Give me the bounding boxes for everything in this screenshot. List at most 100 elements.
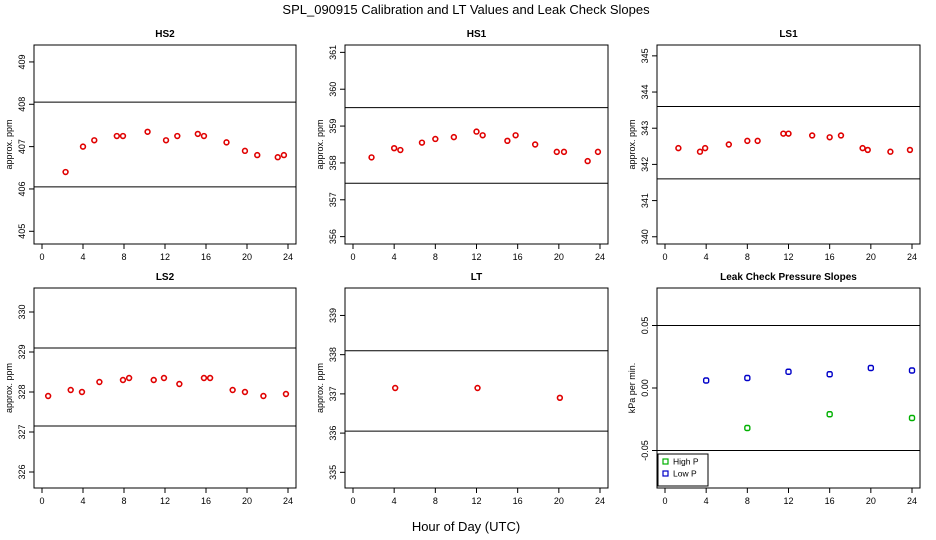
data-point [908, 414, 916, 422]
data-point [887, 148, 894, 155]
x-tick-label: 20 [866, 496, 876, 506]
y-axis-label: approx. ppm [627, 119, 637, 169]
plot-frame [33, 287, 297, 489]
data-point [78, 388, 86, 396]
y-tick-label: 337 [328, 386, 338, 401]
x-tick-label: 12 [783, 496, 793, 506]
data-point [96, 378, 103, 386]
data-point [418, 139, 426, 146]
data-point [280, 151, 288, 159]
data-point [675, 144, 682, 152]
data-point [837, 132, 845, 139]
panel-lt: LT 0 4 8 12 16 20 24 335 336 337 338 339 approx. ppm [315, 272, 609, 506]
plot-frame [33, 44, 297, 245]
data-point [241, 147, 249, 155]
y-axis-label: kPa per min. [627, 363, 637, 414]
panel-title: HS2 [155, 29, 175, 40]
x-tick-label: 24 [907, 252, 917, 262]
y-tick-label: 339 [328, 308, 338, 323]
panel-title: LS2 [156, 272, 175, 283]
data-point [474, 384, 481, 392]
data-point [274, 154, 281, 161]
data-point [162, 137, 170, 144]
x-tick-label: 16 [201, 252, 211, 262]
panel-ls2: LS2 0 4 8 12 16 20 24 326 327 328 329 330 approx. ppm [4, 272, 297, 506]
data-point [260, 392, 267, 400]
data-point [512, 132, 519, 139]
y-tick-label: 327 [17, 424, 27, 439]
x-tick-label: 16 [825, 252, 835, 262]
data-point [744, 137, 751, 145]
y-tick-label: 409 [17, 54, 27, 69]
x-tick-label: 4 [80, 496, 85, 506]
y-tick-label: 338 [328, 347, 338, 362]
y-tick-label: 407 [17, 139, 27, 154]
x-tick-label: 12 [471, 496, 481, 506]
x-tick-label: 24 [595, 496, 605, 506]
data-point [906, 146, 914, 154]
x-tick-label: 20 [866, 252, 876, 262]
data-point [560, 148, 568, 156]
data-point [254, 151, 261, 159]
panel-title: LS1 [779, 29, 798, 40]
y-tick-label: 336 [328, 426, 338, 441]
data-point [744, 374, 751, 382]
data-point [556, 394, 564, 402]
y-tick-label: 340 [640, 229, 650, 244]
x-tick-label: 16 [201, 496, 211, 506]
panel-title: LT [471, 272, 482, 283]
data-point [867, 364, 875, 372]
data-point [223, 139, 230, 146]
data-point [150, 376, 157, 384]
data-point [594, 148, 602, 156]
y-axis-label: approx. ppm [315, 363, 325, 413]
x-tick-label: 4 [704, 252, 709, 262]
data-point [119, 376, 127, 384]
data-point [282, 390, 290, 398]
data-point [119, 132, 127, 140]
x-tick-label: 0 [350, 496, 355, 506]
x-tick-label: 0 [39, 252, 44, 262]
x-tick-label: 8 [121, 252, 126, 262]
y-tick-label: 345 [640, 48, 650, 63]
data-point [826, 411, 833, 418]
figure-title: SPL_090915 Calibration and LT Values and… [282, 2, 650, 17]
x-tick-label: 4 [704, 496, 709, 506]
y-axis-label: approx. ppm [4, 119, 14, 169]
y-tick-label: 406 [17, 181, 27, 196]
y-tick-label: 326 [17, 464, 27, 479]
y-tick-label: -0.05 [640, 440, 650, 461]
data-point [808, 132, 816, 139]
x-tick-label: 12 [471, 252, 481, 262]
x-tick-label: 0 [350, 252, 355, 262]
plot-frame [344, 44, 609, 245]
x-tick-label: 16 [513, 252, 523, 262]
data-point [160, 374, 168, 382]
data-point [780, 130, 787, 137]
data-point [504, 137, 511, 145]
x-tick-label: 20 [554, 252, 564, 262]
data-point [450, 133, 458, 141]
data-point [397, 146, 404, 154]
data-point [194, 130, 202, 138]
data-point [176, 380, 183, 388]
y-tick-label: 360 [328, 82, 338, 97]
x-tick-label: 24 [907, 496, 917, 506]
x-tick-label: 0 [662, 252, 667, 262]
x-tick-label: 24 [283, 252, 293, 262]
x-tick-label: 12 [160, 496, 170, 506]
y-tick-label: 343 [640, 121, 650, 136]
y-tick-label: 329 [17, 344, 27, 359]
data-point [864, 146, 871, 154]
data-point [744, 424, 751, 432]
legend-marker [662, 470, 669, 477]
panel-hs1: HS1 0 4 8 12 16 20 24 356 357 358 359 360 361 approx. … [315, 29, 609, 262]
data-point [79, 143, 87, 150]
x-tick-label: 8 [121, 496, 126, 506]
x-tick-label: 4 [392, 496, 397, 506]
y-tick-label: 335 [328, 465, 338, 480]
x-tick-label: 20 [242, 252, 252, 262]
data-point [67, 386, 74, 394]
y-tick-label: 344 [640, 85, 650, 100]
